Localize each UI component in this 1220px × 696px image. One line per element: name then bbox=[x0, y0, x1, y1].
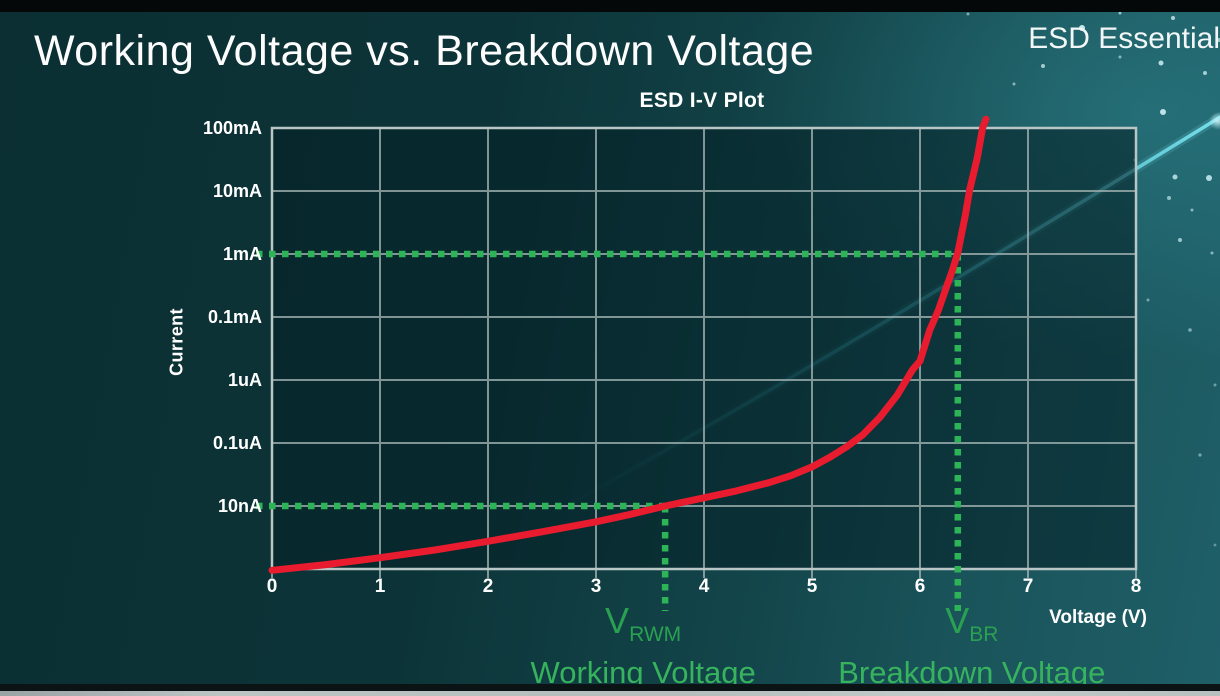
chart-title: ESD I-V Plot bbox=[639, 89, 765, 112]
working-voltage-symbol: VRWM bbox=[605, 600, 682, 647]
breakdown-voltage-symbol: VBR bbox=[945, 600, 999, 647]
x-tick-label: 8 bbox=[1130, 576, 1142, 597]
x-tick-label: 0 bbox=[266, 576, 278, 597]
x-tick-label: 1 bbox=[374, 576, 386, 597]
marker-guides bbox=[256, 250, 962, 611]
plot-border bbox=[270, 126, 1138, 571]
y-tick-label: 100mA bbox=[202, 118, 262, 138]
y-tick-label: 0.1mA bbox=[207, 307, 262, 327]
iv-curve bbox=[268, 115, 990, 574]
y-tick-label: 1mA bbox=[222, 244, 262, 264]
breakdown-voltage-annotation: VBR Breakdown Voltage bbox=[838, 600, 1105, 690]
x-axis-label: Voltage (V) bbox=[1049, 607, 1147, 628]
x-tick-label: 7 bbox=[1022, 576, 1034, 597]
y-tick-label: 10mA bbox=[212, 181, 262, 201]
x-tick-label: 5 bbox=[806, 576, 818, 597]
x-tick-label: 3 bbox=[590, 576, 602, 597]
x-tick-label: 6 bbox=[914, 576, 926, 597]
y-axis-label: Current bbox=[166, 308, 187, 376]
bottom-letterbox-bar bbox=[0, 684, 1220, 691]
page-title: Working Voltage vs. Breakdown Voltage bbox=[34, 27, 815, 75]
brand-logo: ESD Essential bbox=[1028, 22, 1220, 55]
bottom-edge-strip bbox=[0, 691, 1220, 696]
x-tick-label: 2 bbox=[482, 576, 494, 597]
working-voltage-annotation: VRWM Working Voltage bbox=[531, 600, 756, 690]
top-letterbox-bar bbox=[0, 0, 1220, 12]
x-tick-label: 4 bbox=[698, 576, 710, 597]
y-tick-label: 1uA bbox=[227, 370, 262, 390]
y-tick-label: 10nA bbox=[217, 496, 262, 516]
y-tick-label: 0.1uA bbox=[212, 433, 262, 453]
